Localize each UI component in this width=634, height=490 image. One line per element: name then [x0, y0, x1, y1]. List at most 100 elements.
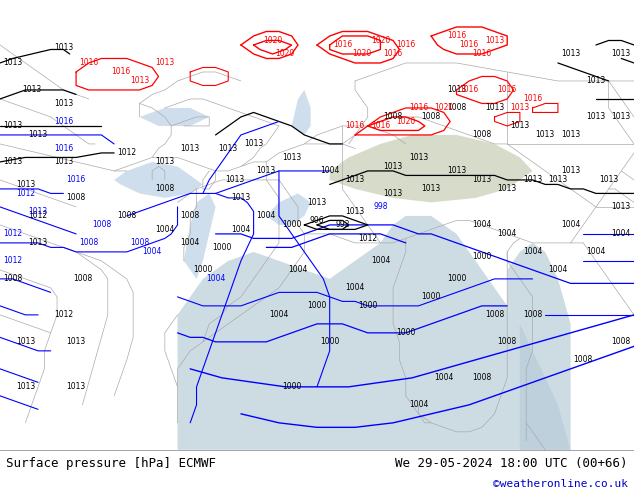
- Polygon shape: [292, 90, 311, 135]
- Text: 1013: 1013: [498, 184, 517, 194]
- Text: 1016: 1016: [460, 41, 479, 49]
- Text: 1008: 1008: [447, 103, 466, 113]
- Text: 1013: 1013: [485, 36, 504, 45]
- Text: 1013: 1013: [510, 122, 529, 130]
- Text: 1013: 1013: [29, 130, 48, 140]
- Text: 1013: 1013: [561, 130, 580, 140]
- Text: 1016: 1016: [67, 175, 86, 184]
- Text: 1000: 1000: [472, 252, 491, 261]
- Text: 1004: 1004: [548, 266, 567, 274]
- Text: 1013: 1013: [485, 103, 504, 113]
- Text: 1000: 1000: [212, 243, 231, 252]
- Text: 1000: 1000: [447, 274, 466, 283]
- Text: 1000: 1000: [422, 293, 441, 301]
- Text: 1020: 1020: [263, 36, 282, 45]
- Text: 1012: 1012: [3, 229, 22, 239]
- Text: 1013: 1013: [523, 175, 542, 184]
- Text: 992: 992: [335, 220, 349, 229]
- Text: 1013: 1013: [548, 175, 567, 184]
- Text: 1013: 1013: [384, 189, 403, 198]
- Text: 1013: 1013: [536, 130, 555, 140]
- Text: 1013: 1013: [181, 144, 200, 153]
- Text: 1016: 1016: [472, 49, 491, 58]
- Text: 1004: 1004: [320, 167, 339, 175]
- Text: 1016: 1016: [447, 31, 466, 41]
- Text: We 29-05-2024 18:00 UTC (00+66): We 29-05-2024 18:00 UTC (00+66): [395, 457, 628, 470]
- Text: Surface pressure [hPa] ECMWF: Surface pressure [hPa] ECMWF: [6, 457, 216, 470]
- Text: 1016: 1016: [371, 122, 390, 130]
- Text: 1016: 1016: [460, 85, 479, 95]
- Text: 1013: 1013: [67, 382, 86, 392]
- Text: 1008: 1008: [92, 220, 111, 229]
- Text: 1013: 1013: [561, 167, 580, 175]
- Polygon shape: [114, 162, 203, 198]
- Text: 1004: 1004: [288, 266, 307, 274]
- Text: 1020: 1020: [352, 49, 371, 58]
- Text: 1013: 1013: [3, 122, 22, 130]
- Text: 1013: 1013: [472, 175, 491, 184]
- Text: 996: 996: [309, 216, 325, 225]
- Text: 1013: 1013: [29, 207, 48, 216]
- Text: 1012: 1012: [358, 234, 377, 243]
- Text: 1013: 1013: [510, 103, 529, 113]
- Text: 1004: 1004: [231, 225, 250, 234]
- Text: ©weatheronline.co.uk: ©weatheronline.co.uk: [493, 479, 628, 489]
- Text: 1016: 1016: [384, 49, 403, 58]
- Text: 1004: 1004: [346, 283, 365, 293]
- Text: 1013: 1013: [447, 167, 466, 175]
- Text: 1013: 1013: [612, 49, 631, 58]
- Text: 1004: 1004: [523, 247, 542, 256]
- Text: 1013: 1013: [244, 140, 263, 148]
- Text: 1008: 1008: [498, 337, 517, 346]
- Text: 1008: 1008: [384, 112, 403, 122]
- Text: 1000: 1000: [282, 382, 301, 392]
- Text: 1013: 1013: [3, 157, 22, 167]
- Text: 1020: 1020: [396, 117, 415, 126]
- Text: 1013: 1013: [54, 43, 73, 52]
- Text: 1013: 1013: [586, 76, 605, 85]
- Text: 1008: 1008: [472, 130, 491, 140]
- Text: 1012: 1012: [29, 211, 48, 220]
- Text: 1016: 1016: [346, 122, 365, 130]
- Text: 1008: 1008: [523, 310, 542, 319]
- Text: 1008: 1008: [485, 310, 504, 319]
- Text: 1004: 1004: [181, 239, 200, 247]
- Text: 1000: 1000: [282, 220, 301, 229]
- Text: 1012: 1012: [3, 256, 22, 266]
- Text: 1016: 1016: [79, 58, 98, 68]
- Text: 1013: 1013: [155, 157, 174, 167]
- Text: 1000: 1000: [396, 328, 415, 338]
- Text: 1013: 1013: [67, 337, 86, 346]
- Text: 1008: 1008: [117, 211, 136, 220]
- Polygon shape: [330, 135, 533, 202]
- Text: 1013: 1013: [225, 175, 244, 184]
- Text: 998: 998: [373, 202, 387, 211]
- Text: 1013: 1013: [231, 194, 250, 202]
- Text: 1008: 1008: [130, 239, 149, 247]
- Text: 1016: 1016: [54, 144, 73, 153]
- Text: 1013: 1013: [54, 157, 73, 167]
- Text: 1013: 1013: [384, 162, 403, 171]
- Text: 1000: 1000: [193, 266, 212, 274]
- Text: 1013: 1013: [307, 198, 327, 207]
- Text: 1008: 1008: [422, 112, 441, 122]
- Text: 1013: 1013: [612, 112, 631, 122]
- Text: 1008: 1008: [574, 355, 593, 365]
- Text: 1013: 1013: [282, 153, 301, 162]
- Text: 1012: 1012: [16, 189, 35, 198]
- Text: 1013: 1013: [130, 76, 149, 85]
- Text: 1013: 1013: [54, 99, 73, 108]
- Text: 1013: 1013: [346, 207, 365, 216]
- Text: 1004: 1004: [612, 229, 631, 239]
- Text: 1004: 1004: [269, 310, 288, 319]
- Text: 1013: 1013: [16, 180, 35, 189]
- Text: 1008: 1008: [79, 239, 98, 247]
- Text: 1004: 1004: [434, 373, 453, 382]
- Text: 1016: 1016: [54, 117, 73, 126]
- Text: 1016: 1016: [111, 68, 130, 76]
- Text: 1013: 1013: [447, 85, 466, 95]
- Polygon shape: [184, 194, 216, 279]
- Text: 1020: 1020: [276, 49, 295, 58]
- Polygon shape: [139, 108, 209, 126]
- Text: 1008: 1008: [155, 184, 174, 194]
